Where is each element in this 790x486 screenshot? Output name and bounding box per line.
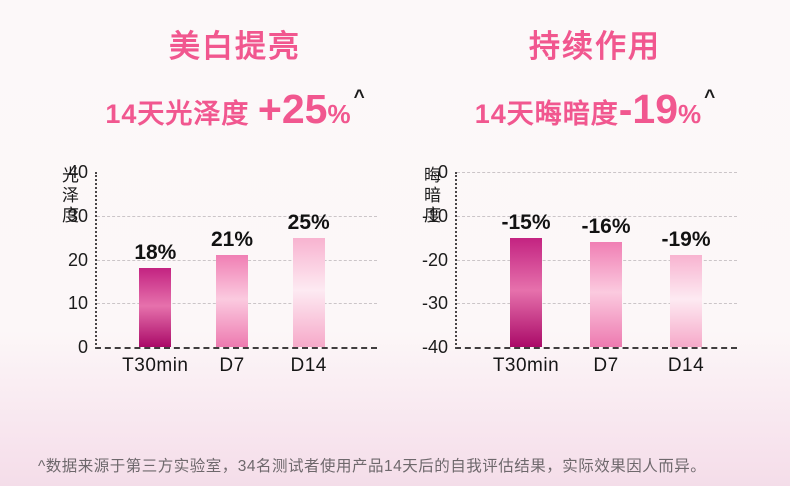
gridline	[97, 215, 377, 217]
subtitle-text: 14天晦暗度	[474, 99, 619, 129]
bar	[510, 237, 542, 347]
plot-area: 18% T30min 21% D7 25% D14	[95, 172, 377, 376]
x-tick-label: T30min	[122, 355, 189, 376]
y-tick-label: -40	[421, 337, 448, 357]
x-tick-label: T30min	[492, 355, 560, 376]
y-axis-ticks: 0 -10 -20 -30 -40	[395, 162, 448, 357]
chart-title: 美白提亮	[169, 29, 301, 64]
y-tick-label: -10	[421, 205, 448, 226]
x-tick-label: D7	[593, 355, 619, 376]
y-tick-label: 30	[67, 205, 88, 226]
x-tick-label: D7	[219, 355, 245, 376]
x-tick-label: D14	[667, 355, 705, 376]
bar-value-label: -15%	[501, 210, 551, 234]
subtitle-highlight-value: +25	[257, 86, 328, 132]
bar-value-label: 18%	[134, 241, 177, 265]
footnote-marker-icon: ^	[704, 87, 716, 108]
bar-value-label: 25%	[287, 210, 330, 234]
bar-value-label: -16%	[581, 215, 631, 238]
bar-chart-dullness: 晦暗度 0 -10 -20 -30 -40 -15% T30min -16% D7 -19% D1…	[395, 162, 790, 387]
gridline	[457, 172, 737, 173]
subtitle-percent-sign: %	[327, 99, 352, 129]
chart-subtitle: 14天光泽度 +25%^	[95, 76, 375, 136]
bar	[216, 255, 248, 347]
y-axis-label: 光泽度	[59, 166, 78, 226]
y-tick-label: 10	[67, 293, 88, 314]
bar-value-label: 21%	[210, 228, 254, 252]
y-tick-label: 0	[77, 337, 88, 357]
y-tick-label: -20	[421, 249, 448, 270]
bar	[590, 242, 622, 347]
bar	[139, 268, 172, 347]
bar-chart-brightness: 光泽度 40 30 20 10 0 18% T30min 21% D7 25% D14	[0, 162, 395, 387]
subtitle-highlight-value: -19	[618, 86, 679, 132]
subtitle-percent-sign: %	[678, 99, 703, 129]
plot-area: -15% T30min -16% D7 -19% D14	[455, 172, 737, 376]
y-tick-label: 20	[67, 249, 88, 270]
bar	[670, 255, 702, 347]
y-tick-label: -30	[421, 293, 448, 314]
subtitle-text: 14天光泽度	[105, 99, 258, 129]
chart-panel-brightness: 美白提亮 14天光泽度 +25%^ 光泽度 40 30 20 10 0 18% T30mi…	[0, 0, 395, 420]
y-tick-label: 40	[67, 162, 88, 182]
footnote-marker-icon: ^	[353, 87, 365, 108]
chart-subtitle: 14天晦暗度-19%^	[455, 76, 735, 136]
bar-value-label: -19%	[661, 228, 711, 252]
disclaimer-footnote: ^数据来源于第三方实验室，34名测试者使用产品14天后的自我评估结果，实际效果因…	[38, 457, 707, 475]
chart-title: 持续作用	[529, 29, 661, 64]
y-axis-label: 晦暗度	[421, 166, 440, 226]
bar	[292, 237, 325, 347]
y-tick-label: 0	[437, 162, 448, 182]
y-axis-ticks: 40 30 20 10 0	[0, 162, 88, 357]
chart-panel-dullness: 持续作用 14天晦暗度-19%^ 晦暗度 0 -10 -20 -30 -40 -15% T…	[395, 0, 790, 420]
x-tick-label: D14	[290, 355, 327, 376]
gridline	[457, 215, 737, 217]
